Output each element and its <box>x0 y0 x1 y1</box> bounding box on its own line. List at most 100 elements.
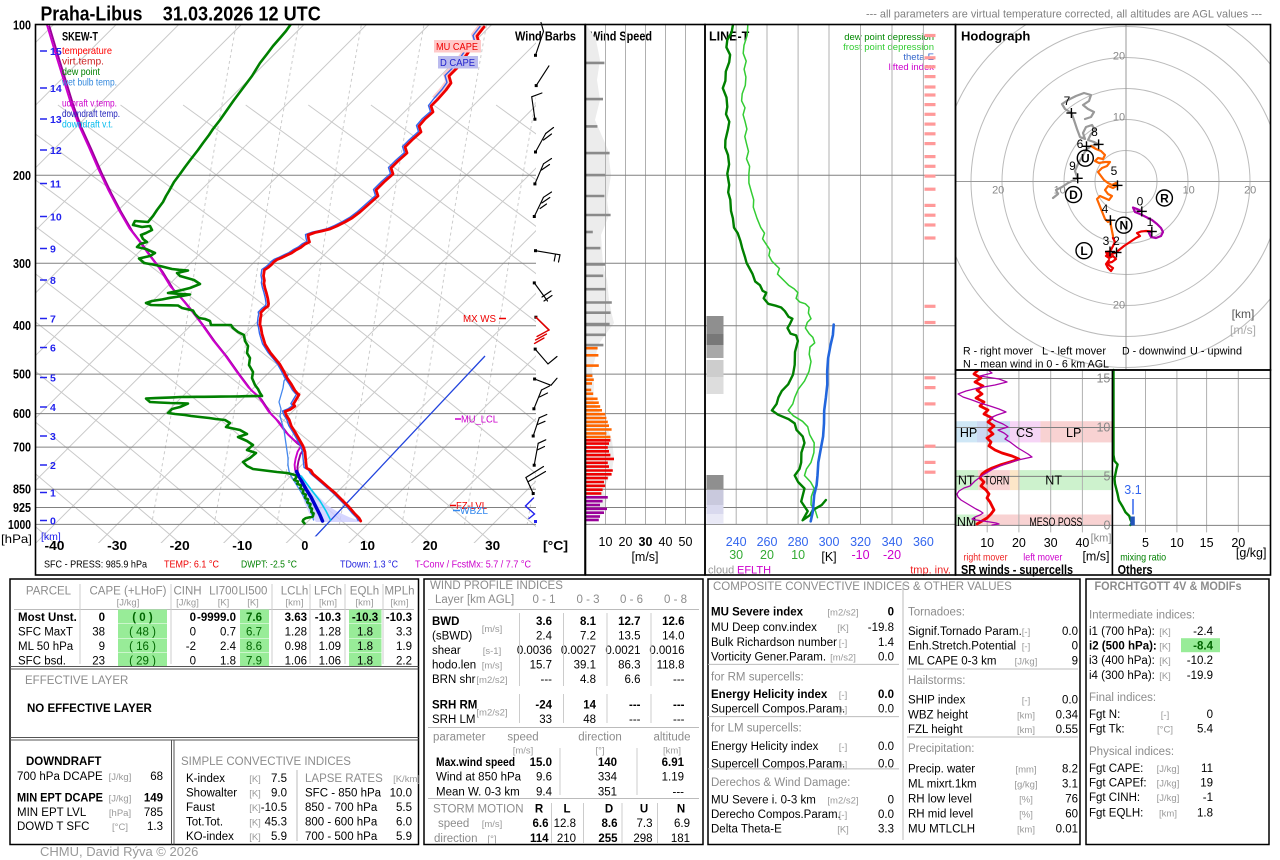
svg-text:[m2/s2]: [m2/s2] <box>827 795 858 806</box>
svg-text:[K]: [K] <box>249 774 261 785</box>
svg-text:Energy Helicity index: Energy Helicity index <box>711 689 828 701</box>
svg-text:3.1: 3.1 <box>1062 779 1078 791</box>
svg-text:[m2/s2]: [m2/s2] <box>476 675 507 686</box>
svg-text:MU CAPE: MU CAPE <box>436 41 478 53</box>
svg-text:MX WS: MX WS <box>463 313 496 325</box>
svg-text:NT: NT <box>958 474 975 488</box>
svg-text:L - left mover: L - left mover <box>1042 346 1106 358</box>
svg-text:[°C]: [°C] <box>1157 724 1173 735</box>
svg-text:9: 9 <box>1069 159 1076 173</box>
svg-text:[m/s]: [m/s] <box>482 661 503 672</box>
svg-text:0.98: 0.98 <box>285 641 307 653</box>
svg-text:Physical indices:: Physical indices: <box>1089 746 1174 758</box>
svg-text:600: 600 <box>13 407 31 421</box>
svg-text:3.3: 3.3 <box>396 627 412 639</box>
svg-text:SFC - PRESS: 985.9 hPa: SFC - PRESS: 985.9 hPa <box>44 559 147 571</box>
svg-text:FORCHTGOTT 4V & MODIFs: FORCHTGOTT 4V & MODIFs <box>1095 579 1242 593</box>
svg-text:[km]: [km] <box>286 598 304 609</box>
svg-text:[-]: [-] <box>1161 710 1169 721</box>
svg-text:0.01: 0.01 <box>1056 824 1078 836</box>
svg-text:-20: -20 <box>883 548 901 562</box>
svg-text:ML CAPE 0-3 km: ML CAPE 0-3 km <box>908 656 996 668</box>
svg-text:0.0: 0.0 <box>878 741 894 753</box>
svg-text:20: 20 <box>1113 50 1125 62</box>
svg-text:direction: direction <box>434 833 477 845</box>
svg-text:0: 0 <box>1137 195 1144 209</box>
svg-text:2.4: 2.4 <box>220 641 237 653</box>
svg-text:KO-index: KO-index <box>186 831 234 843</box>
svg-text:[km]: [km] <box>1159 809 1177 820</box>
svg-text:BWD: BWD <box>432 616 459 628</box>
svg-text:EFFECTIVE LAYER: EFFECTIVE LAYER <box>25 675 128 687</box>
svg-text:downdraft temp.: downdraft temp. <box>62 108 120 120</box>
svg-text:8: 8 <box>1091 125 1098 139</box>
svg-text:SFC MaxT: SFC MaxT <box>18 627 73 639</box>
svg-text:Derecho Compos.Param.: Derecho Compos.Param. <box>711 809 841 821</box>
svg-text:---: --- <box>541 674 553 686</box>
svg-text:hodo.len: hodo.len <box>432 660 476 672</box>
svg-text:-19.8: -19.8 <box>868 622 894 634</box>
svg-text:40: 40 <box>659 535 673 549</box>
svg-text:TEMP: 6.1 °C: TEMP: 6.1 °C <box>164 559 219 571</box>
svg-text:13: 13 <box>50 114 62 126</box>
svg-text:Tornadoes:: Tornadoes: <box>908 607 965 619</box>
svg-text:23: 23 <box>92 656 105 668</box>
svg-text:118.8: 118.8 <box>657 660 685 672</box>
svg-text:1.09: 1.09 <box>319 641 341 653</box>
svg-text:1.19: 1.19 <box>662 772 684 784</box>
svg-text:6.0: 6.0 <box>396 817 412 829</box>
svg-text:SKEW-T: SKEW-T <box>62 32 98 44</box>
svg-text:D: D <box>605 804 613 816</box>
svg-text:Others: Others <box>1118 562 1153 577</box>
svg-text:EQLh: EQLh <box>350 586 379 598</box>
svg-text:WBZL: WBZL <box>460 505 488 517</box>
svg-text:10: 10 <box>980 536 994 550</box>
svg-text:[s-1]: [s-1] <box>483 646 501 657</box>
svg-text:FZ-LVL: FZ-LVL <box>456 500 487 512</box>
svg-text:(sBWD): (sBWD) <box>432 631 472 643</box>
svg-text:0.0027: 0.0027 <box>561 645 596 657</box>
svg-text:[K]: [K] <box>821 550 836 564</box>
svg-text:downdraft v.t.: downdraft v.t. <box>62 119 113 131</box>
svg-text:8.2: 8.2 <box>1062 764 1078 776</box>
svg-text:[°C]: [°C] <box>543 539 568 553</box>
svg-text:300: 300 <box>13 257 31 271</box>
svg-text:0.0021: 0.0021 <box>605 645 640 657</box>
svg-text:LI700: LI700 <box>209 586 238 598</box>
svg-text:6.7: 6.7 <box>246 627 262 639</box>
svg-text:[%]: [%] <box>1019 810 1033 821</box>
svg-text:30: 30 <box>639 535 653 549</box>
svg-text:1.8: 1.8 <box>1197 808 1213 820</box>
svg-text:Vorticity Gener.Param.: Vorticity Gener.Param. <box>711 652 826 664</box>
svg-text:0.34: 0.34 <box>1056 709 1079 721</box>
svg-text:[-]: [-] <box>839 742 847 753</box>
svg-text:Fgt Tk:: Fgt Tk: <box>1089 723 1125 735</box>
svg-text:EFLTH: EFLTH <box>737 565 771 577</box>
svg-text:LI500: LI500 <box>239 586 268 598</box>
svg-text:0.0: 0.0 <box>1062 626 1078 638</box>
svg-text:SRH LM: SRH LM <box>432 714 475 726</box>
svg-text:12: 12 <box>50 145 62 157</box>
svg-text:---: --- <box>673 714 685 726</box>
svg-text:7.9: 7.9 <box>246 656 262 668</box>
svg-text:PARCEL: PARCEL <box>26 586 72 598</box>
svg-text:MIN EPT DCAPE: MIN EPT DCAPE <box>17 793 103 805</box>
svg-text:N - mean wind in 0 - 6 km AGL: N - mean wind in 0 - 6 km AGL <box>963 359 1109 371</box>
svg-text:0.0: 0.0 <box>878 703 894 715</box>
svg-text:10: 10 <box>599 535 613 549</box>
svg-text:1.8: 1.8 <box>357 656 373 668</box>
svg-text:BRN shr: BRN shr <box>432 674 476 686</box>
svg-text:20: 20 <box>1113 300 1125 312</box>
svg-text:0.0: 0.0 <box>1062 695 1078 707</box>
svg-text:CHMU, David Rýva © 2026: CHMU, David Rýva © 2026 <box>40 844 198 859</box>
svg-text:[J/kg]: [J/kg] <box>176 598 199 609</box>
svg-text:---: --- <box>629 700 641 712</box>
svg-text:850: 850 <box>13 483 31 497</box>
svg-text:Faust: Faust <box>186 802 216 814</box>
svg-text:LP: LP <box>1066 426 1081 440</box>
svg-text:ML 50 hPa: ML 50 hPa <box>18 641 74 653</box>
svg-text:240: 240 <box>726 535 747 549</box>
svg-text:[J/kg]: [J/kg] <box>109 772 132 783</box>
svg-text:14: 14 <box>50 83 62 95</box>
svg-text:virt.temp.: virt.temp. <box>62 56 104 68</box>
